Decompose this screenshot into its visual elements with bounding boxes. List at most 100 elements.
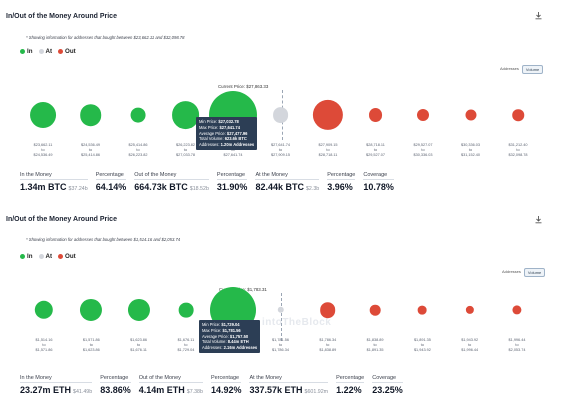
stat-label: At the Money — [255, 172, 320, 180]
tooltip-min: $1,729.04 — [221, 322, 240, 327]
bucket-range-label: $1,514.16 to $1,571.86 — [22, 338, 66, 353]
bucket-range-label: $1,781.56 to $1,786.34 — [259, 338, 303, 353]
legend-at[interactable]: At — [38, 48, 52, 55]
range-to: to — [137, 343, 141, 347]
tooltip-addr-label: Addresses: — [199, 142, 220, 148]
bucket-range-label: $1,891.35 to $1,943.92 — [400, 338, 444, 353]
bubble-out[interactable] — [312, 99, 344, 131]
range-range-to: $26,223.82 — [128, 153, 148, 157]
stats-row: In the Money 1.34m BTC $37.24b Percentage 64… — [20, 172, 402, 192]
bubble-in[interactable] — [79, 104, 102, 126]
bucket-range-label: $30,336.03 to $31,152.40 — [449, 143, 493, 158]
tooltip-avg-label: Average Price: — [202, 333, 229, 339]
legend-in[interactable]: In — [20, 48, 33, 55]
legend-label: At — [45, 253, 53, 260]
stat-value-wrap: 664.73k BTC $18.52b — [134, 182, 209, 192]
bubble-in[interactable] — [127, 298, 150, 322]
download-icon[interactable] — [534, 11, 543, 20]
bubble-out[interactable] — [417, 109, 429, 121]
bubble-in[interactable] — [30, 102, 56, 128]
toggle-volume[interactable]: Volume — [521, 65, 544, 74]
range-to: to — [88, 148, 93, 152]
panel-eth: In/Out of the Money Around Price * Showi… — [0, 207, 573, 413]
download-icon[interactable] — [534, 215, 543, 224]
range-range-from: $1,891.35 — [413, 338, 431, 342]
range-to: to — [468, 343, 472, 347]
range-range-from: $1,571.86 — [82, 338, 100, 342]
stat-value-wrap: 23.27m ETH $41.49b — [20, 385, 92, 395]
legend-label: In — [27, 48, 33, 55]
bubble-at[interactable] — [277, 306, 284, 314]
bubble-out[interactable] — [368, 108, 383, 122]
range-to: to — [231, 148, 235, 152]
legend-in[interactable]: In — [20, 253, 33, 260]
stat-value: 14.92% — [210, 385, 242, 395]
range-range-from: $28,718.11 — [366, 143, 385, 147]
range-range-to: $1,676.11 — [130, 348, 147, 352]
range-range-from: $26,223.82 — [175, 143, 195, 147]
bucket-range-label: $29,527.07 to $30,336.03 — [401, 143, 445, 158]
toggle-addresses[interactable]: Addresses — [502, 269, 521, 274]
range-range-from: $1,623.86 — [130, 338, 148, 342]
toggle-volume[interactable]: Volume — [523, 268, 546, 277]
bubble-out[interactable] — [418, 305, 427, 315]
tooltip-min-label: Min Price: — [199, 119, 218, 124]
stat-value: 1.34m BTC — [20, 182, 67, 192]
bucket-range-label: $1,996.44 to $2,053.74 — [495, 338, 539, 353]
legend-out[interactable]: Out — [58, 253, 76, 260]
stat-usd-value: $601.92m — [304, 389, 329, 395]
stat-value-wrap: 10.78% — [363, 182, 394, 192]
tooltip-max-label: Max Price: — [202, 327, 222, 333]
stat-value-wrap: 337.57k ETH $601.92m — [249, 385, 328, 395]
bubble-out[interactable] — [512, 109, 524, 121]
tooltip-min: $27,032.78 — [218, 119, 239, 124]
stat-block: Percentage 31.90% — [216, 172, 248, 192]
stat-value-wrap: 83.86% — [100, 385, 131, 395]
bubble-in[interactable] — [171, 101, 200, 129]
stat-value-wrap: 64.14% — [96, 182, 127, 192]
range-range-from: $30,336.03 — [460, 143, 480, 147]
tooltip-max-label: Max Price: — [199, 124, 219, 130]
bubble-out[interactable] — [465, 305, 474, 315]
in-dot-icon — [20, 254, 25, 259]
bubble-in[interactable] — [178, 302, 194, 318]
toggle-addresses[interactable]: Addresses — [500, 66, 519, 71]
stat-block: Percentage 64.14% — [95, 172, 127, 192]
range-to: to — [41, 148, 45, 152]
range-range-from: $27,909.15 — [318, 143, 338, 147]
range-range-to: $27,033.78 — [175, 153, 195, 157]
bubble-out[interactable] — [319, 302, 336, 318]
legend-at[interactable]: At — [38, 253, 53, 260]
range-range-to: $1,838.89 — [319, 348, 337, 352]
stat-value-wrap: 23.25% — [372, 385, 403, 395]
range-range-from: $23,662.11 — [33, 143, 53, 147]
stat-value: 31.90% — [216, 182, 248, 192]
range-range-from: $24,536.49 — [80, 143, 100, 147]
stat-value: 83.86% — [100, 385, 131, 395]
stat-label: Percentage — [336, 375, 365, 383]
out-dot-icon — [58, 49, 64, 54]
legend-out[interactable]: Out — [58, 48, 76, 55]
stat-block: Percentage 3.96% — [327, 172, 356, 192]
bubble-at[interactable] — [272, 107, 289, 123]
bubble-in[interactable] — [34, 300, 54, 320]
bucket-range-label: $24,536.49 to $25,414.86 — [69, 143, 113, 158]
bubble-out[interactable] — [512, 305, 522, 315]
stat-value-wrap: 31.90% — [217, 182, 248, 192]
stat-value-wrap: 14.92% — [211, 385, 242, 395]
bucket-range-label: $1,943.92 to $1,996.44 — [448, 338, 492, 353]
stat-value: 10.78% — [363, 182, 394, 192]
range-to: to — [89, 343, 93, 347]
bubble-in[interactable] — [130, 107, 146, 123]
stat-value-wrap: 4.14m ETH $7.38b — [139, 385, 203, 395]
bubble-in[interactable] — [80, 298, 103, 322]
range-range-from: $1,786.34 — [319, 338, 337, 342]
bubble-out[interactable] — [369, 304, 381, 316]
stat-usd-value: $41.49b — [73, 389, 93, 395]
bucket-range-label: $1,786.34 to $1,838.89 — [306, 338, 350, 353]
tooltip-vol: 623.6k BTC — [224, 136, 247, 142]
stat-block: Percentage 83.86% — [100, 375, 131, 395]
stat-label: In the Money — [20, 375, 93, 383]
bubble-out[interactable] — [464, 109, 477, 121]
stat-value: 3.96% — [327, 182, 353, 192]
